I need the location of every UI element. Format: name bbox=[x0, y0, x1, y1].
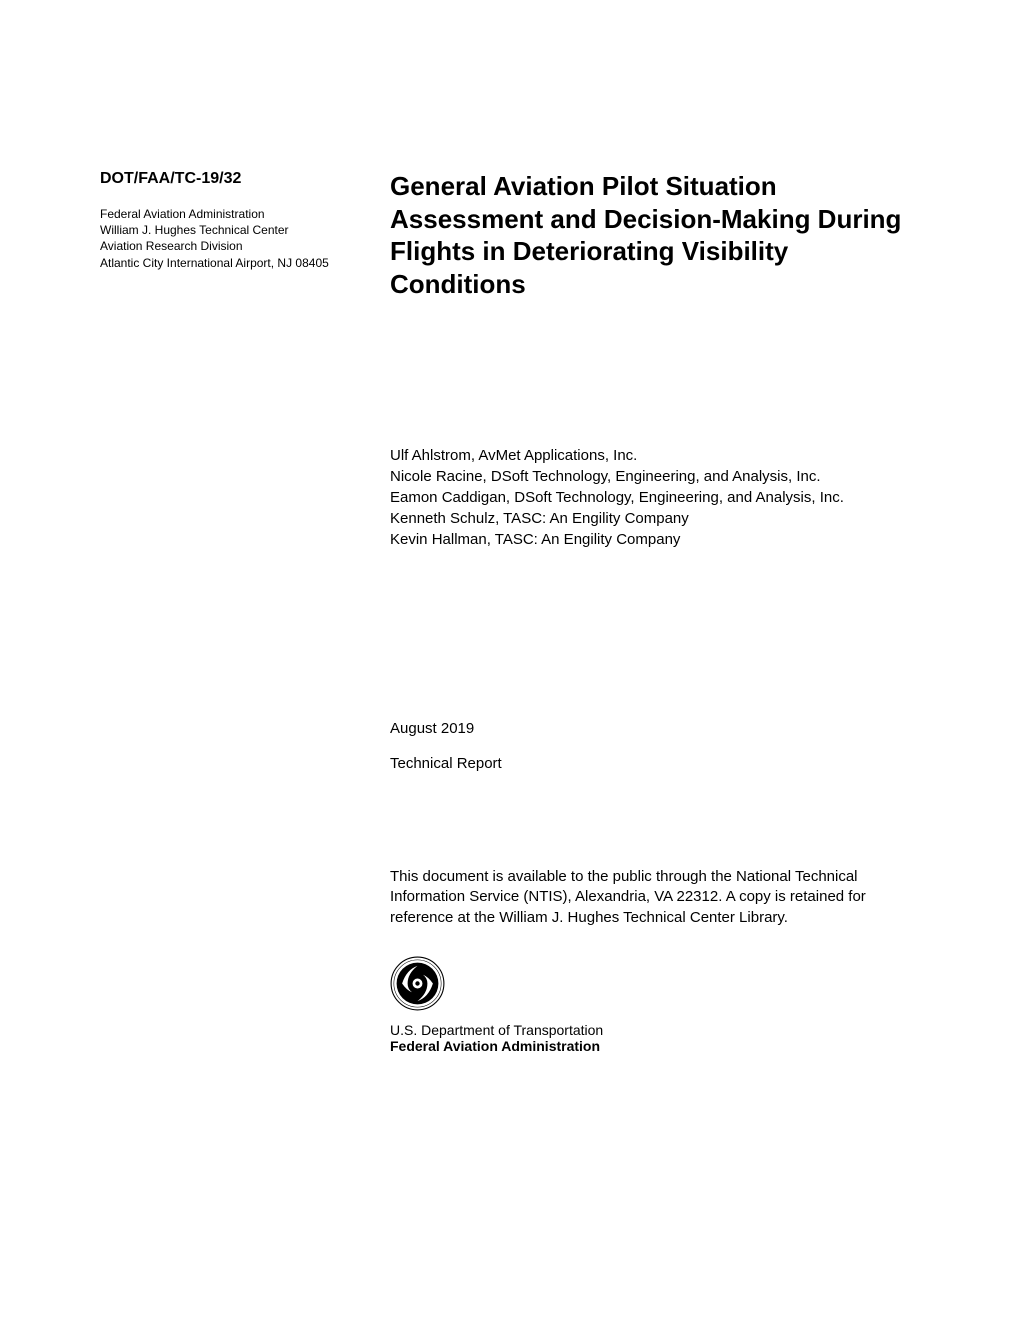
logo-footer-section: U.S. Department of Transportation Federa… bbox=[390, 956, 920, 1054]
right-header-column: General Aviation Pilot Situation Assessm… bbox=[390, 170, 920, 300]
left-header-column: DOT/FAA/TC-19/32 Federal Aviation Admini… bbox=[100, 170, 360, 300]
author-line: Nicole Racine, DSoft Technology, Enginee… bbox=[390, 466, 920, 487]
author-line: Eamon Caddigan, DSoft Technology, Engine… bbox=[390, 487, 920, 508]
agency-line: Federal Aviation Administration bbox=[100, 206, 360, 222]
agency-line: Aviation Research Division bbox=[100, 238, 360, 254]
availability-statement: This document is available to the public… bbox=[390, 867, 920, 928]
agency-line: William J. Hughes Technical Center bbox=[100, 222, 360, 238]
header-section: DOT/FAA/TC-19/32 Federal Aviation Admini… bbox=[100, 170, 920, 300]
author-line: Kevin Hallman, TASC: An Engility Company bbox=[390, 529, 920, 550]
main-content: Ulf Ahlstrom, AvMet Applications, Inc. N… bbox=[390, 300, 920, 1054]
author-line: Ulf Ahlstrom, AvMet Applications, Inc. bbox=[390, 445, 920, 466]
report-type: Technical Report bbox=[390, 755, 920, 772]
department-name: U.S. Department of Transportation bbox=[390, 1022, 920, 1038]
report-title: General Aviation Pilot Situation Assessm… bbox=[390, 170, 920, 300]
agency-info: Federal Aviation Administration William … bbox=[100, 206, 360, 271]
author-line: Kenneth Schulz, TASC: An Engility Compan… bbox=[390, 508, 920, 529]
dot-logo-icon bbox=[390, 956, 445, 1011]
document-number: DOT/FAA/TC-19/32 bbox=[100, 170, 360, 188]
report-cover-page: DOT/FAA/TC-19/32 Federal Aviation Admini… bbox=[0, 0, 1020, 1154]
agency-line: Atlantic City International Airport, NJ … bbox=[100, 255, 360, 271]
authors-list: Ulf Ahlstrom, AvMet Applications, Inc. N… bbox=[390, 445, 920, 550]
agency-name: Federal Aviation Administration bbox=[390, 1038, 920, 1054]
publication-date: August 2019 bbox=[390, 720, 920, 737]
